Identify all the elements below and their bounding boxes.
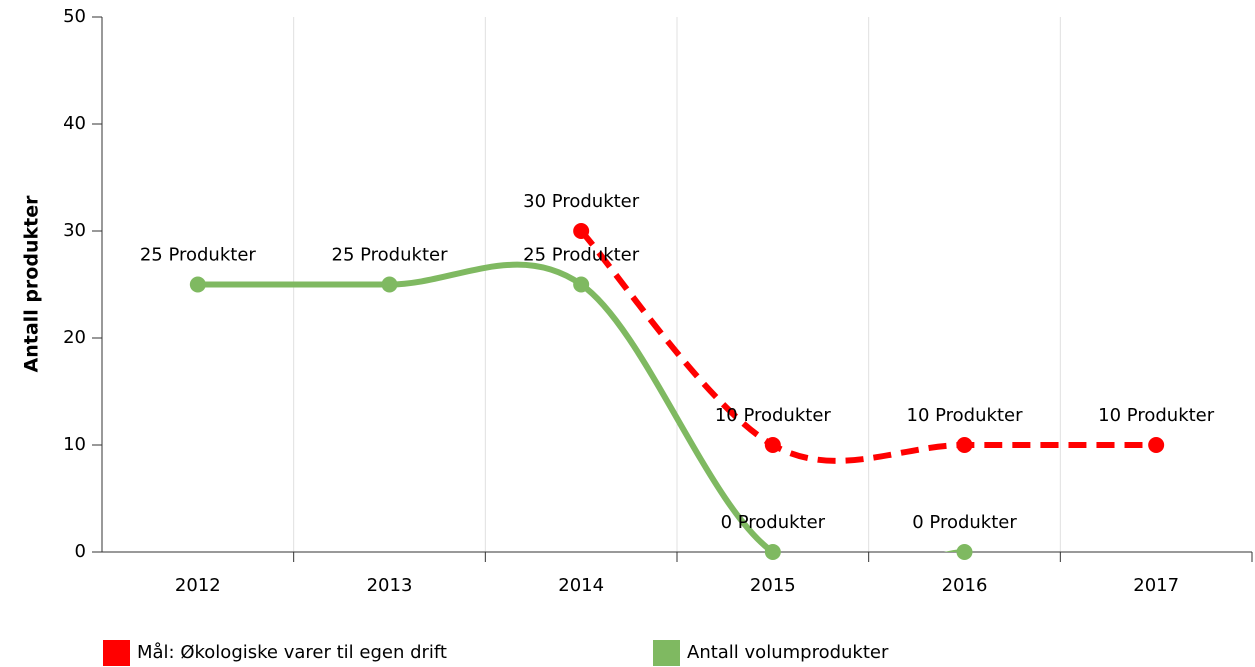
- series-line: [578, 228, 1157, 464]
- legend-swatch: [103, 640, 130, 666]
- point: [764, 544, 781, 560]
- y-tick-label: 50: [63, 6, 86, 27]
- x-tick-label: 2015: [750, 575, 796, 596]
- point: [956, 437, 973, 453]
- series-line: [197, 261, 965, 552]
- data-label: 10 Produkter: [715, 405, 832, 426]
- y-tick-label: 10: [63, 434, 86, 455]
- x-tick-label: 2013: [367, 575, 413, 596]
- point: [956, 544, 973, 560]
- y-tick-label: 30: [63, 220, 86, 241]
- data-label: 30 Produkter: [523, 191, 640, 212]
- data-label: 0 Produkter: [912, 512, 1017, 533]
- y-tick-label: 20: [63, 327, 86, 348]
- data-label: 10 Produkter: [1098, 405, 1215, 426]
- plot: [197, 228, 1157, 552]
- point: [573, 223, 590, 239]
- y-axis-title: Antall produkter: [21, 195, 43, 373]
- data-label: 25 Produkter: [523, 245, 640, 266]
- point: [381, 276, 398, 293]
- x-tick-label: 2017: [1133, 575, 1179, 596]
- legend-label: Antall volumprodukter: [687, 642, 889, 663]
- data-label: 25 Produkter: [332, 245, 449, 266]
- data-label: 0 Produkter: [721, 512, 826, 533]
- x-tick-label: 2016: [942, 575, 988, 596]
- point: [1148, 437, 1165, 453]
- y-tick-label: 0: [75, 541, 86, 562]
- y-tick-label: 40: [63, 113, 86, 134]
- point: [189, 276, 206, 293]
- x-tick-label: 2012: [175, 575, 221, 596]
- data-label: 25 Produkter: [140, 245, 257, 266]
- x-tick-label: 2014: [558, 575, 604, 596]
- data-label: 10 Produkter: [907, 405, 1024, 426]
- legend-swatch: [653, 640, 680, 666]
- point: [573, 276, 590, 293]
- legend-label: Mål: Økologiske varer til egen drift: [137, 642, 447, 663]
- point: [764, 437, 781, 453]
